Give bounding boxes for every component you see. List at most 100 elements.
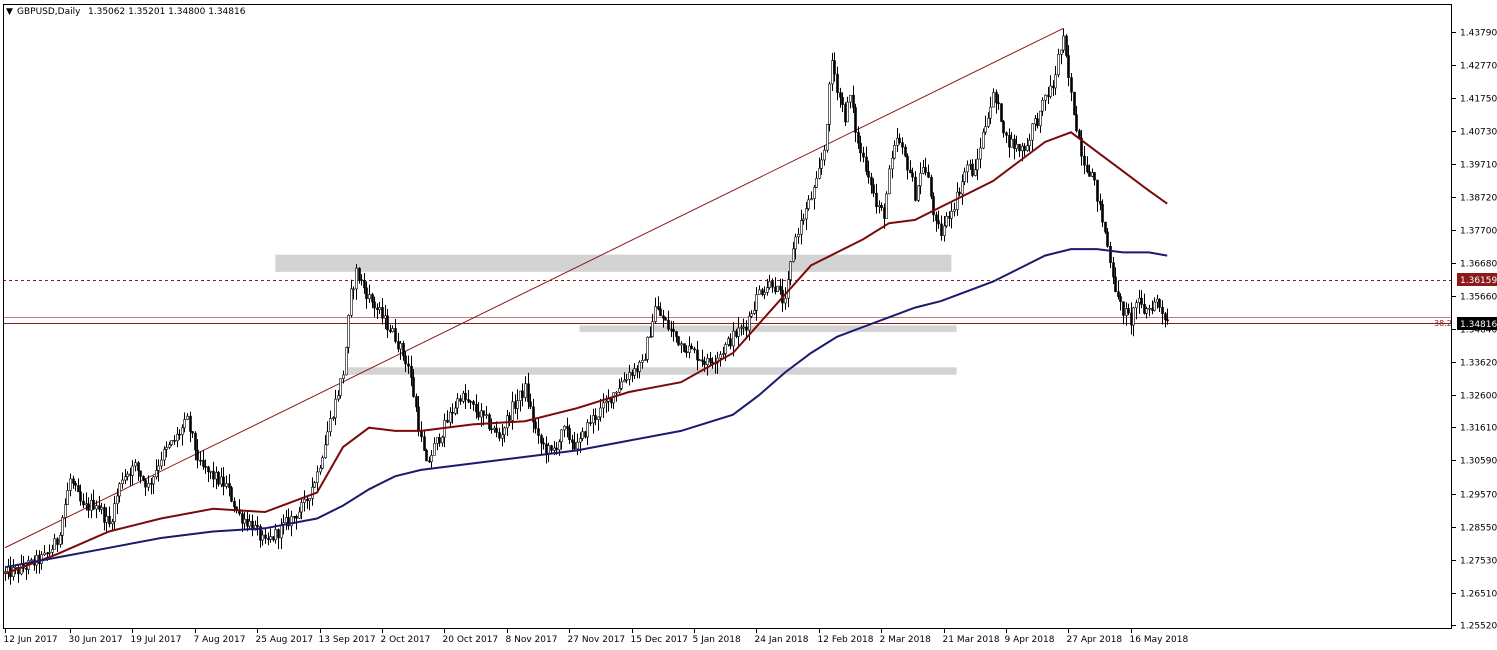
candle-body [1091,172,1094,177]
candle-body [527,383,530,403]
current-price-tag [1457,317,1497,330]
candle-body [529,401,532,408]
candle-body [748,315,751,331]
candle-body [1140,297,1143,305]
candle-body [241,513,244,524]
candle-body [423,436,426,451]
y-tick-label: 1.27530 [1460,557,1497,567]
header-symbol: GBPUSD,Daily [17,7,81,17]
candle-body [857,132,860,144]
candle-body [532,406,535,423]
candle-body [958,191,961,195]
candle-body [862,152,865,158]
candle-body [1002,121,1005,134]
candle-body [992,92,995,108]
candle-body [854,107,857,133]
candle-body [771,281,774,288]
candle-body [789,261,792,280]
candle-body [300,502,303,513]
candle-body [337,395,340,400]
candle-body [745,326,748,331]
candle-body [274,529,277,541]
candle-body [1000,103,1003,122]
candle-body [1153,301,1156,311]
candle-body [880,205,883,208]
candle-body [464,393,467,400]
candle-body [350,288,353,316]
candle-body [657,306,660,310]
candle-body [865,156,868,172]
y-tick-label: 1.25520 [1460,622,1497,632]
candle-body [212,470,215,480]
candle-body [53,538,56,550]
candle-body [1106,231,1109,247]
candle-body [1065,35,1068,56]
candle-body [459,398,462,402]
candle-body [163,449,166,461]
candle-body [563,426,566,431]
candle-body [113,503,116,523]
y-tick-label: 1.41750 [1460,95,1497,105]
candle-body [220,476,223,485]
candle-body [381,307,384,319]
x-tick-label: 19 Jul 2017 [131,635,182,645]
candle-body [579,438,582,443]
candle-body [1156,299,1159,303]
candle-body [841,97,844,105]
candle-body [1044,94,1047,101]
candle-body [248,520,251,527]
header-arrow[interactable]: ▼ [6,7,13,17]
candle-body [126,473,129,478]
candle-body [698,359,701,362]
candle-body [1083,155,1086,166]
y-tick-label: 1.30590 [1460,457,1497,467]
candle-body [943,225,946,236]
candle-body [846,101,849,123]
candle-body [332,417,335,420]
candle-body [425,450,428,462]
candle-body [334,398,337,419]
candle-body [43,552,46,555]
candle-body [407,363,410,367]
candle-body [360,279,363,281]
candle-body [818,167,821,179]
candle-body [59,535,62,545]
candle-body [316,471,319,483]
x-tick-label: 2 Mar 2018 [880,635,932,645]
candle-body [690,345,693,350]
candle-body [61,517,64,536]
candle-body [228,483,231,488]
plot-frame [3,4,1452,629]
candle-body [222,476,225,487]
candle-body [605,401,608,404]
candle-body [571,439,574,443]
candle-body [620,381,623,389]
levels-layer [3,280,1452,324]
candle-body [1125,308,1128,316]
candle-body [625,379,628,381]
candle-body [852,94,855,108]
candle-body [638,362,641,372]
candle-body [355,267,358,290]
candle-body [243,518,246,524]
candle-body [534,421,537,429]
candle-body [813,187,816,199]
candle-body [134,462,137,467]
candle-body [277,529,280,539]
candle-body [199,459,202,462]
candle-body [254,525,257,531]
candle-body [378,307,381,311]
candle-body [48,552,51,554]
candle-body [800,220,803,235]
candle-body [911,172,914,178]
candle-body [615,391,618,394]
candle-body [168,444,171,448]
y-tick-label: 1.29570 [1460,491,1497,501]
candle-body [1158,299,1161,308]
candle-body [984,126,987,133]
candle-body [269,536,272,540]
candle-body [917,185,920,201]
candle-body [945,215,948,227]
candle-body [35,554,38,566]
candle-body [56,538,59,545]
